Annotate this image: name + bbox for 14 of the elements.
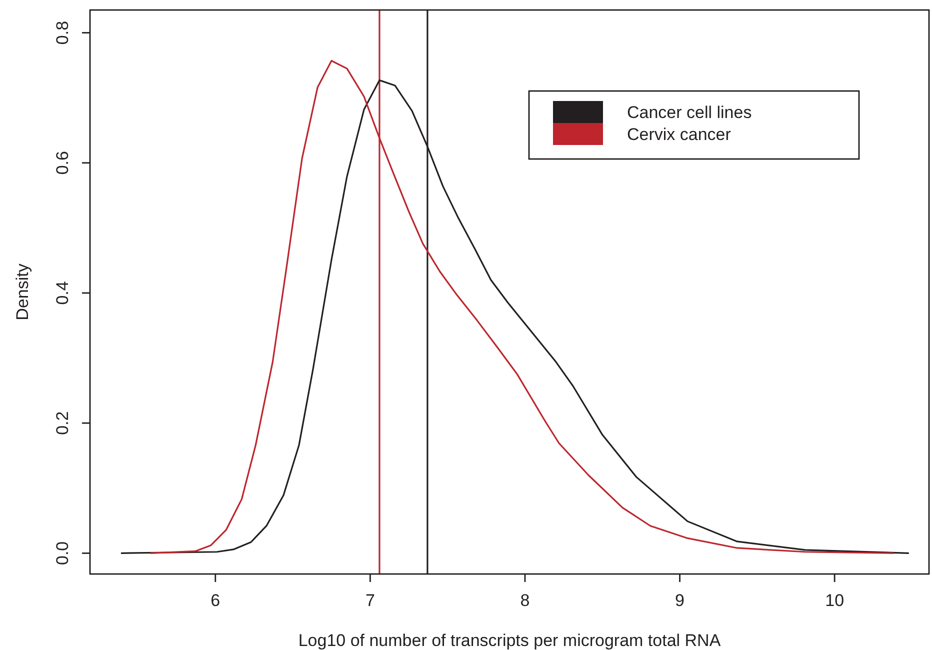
legend-label: Cervix cancer [627,125,732,144]
y-tick-label: 0.8 [53,20,72,45]
y-tick-label: 0.0 [53,541,72,566]
y-tick-label: 0.6 [53,151,72,175]
y-axis-title: Density [13,263,32,320]
x-tick-label: 10 [825,591,844,610]
x-tick-label: 6 [210,591,220,610]
x-tick-label: 8 [520,591,530,610]
x-tick-label: 7 [365,591,375,610]
x-tick-label: 9 [675,591,685,610]
legend-label: Cancer cell lines [627,103,752,122]
y-tick-label: 0.4 [53,281,72,305]
y-tick-label: 0.2 [53,411,72,435]
x-axis-title: Log10 of number of transcripts per microgram total RNA [298,631,722,650]
